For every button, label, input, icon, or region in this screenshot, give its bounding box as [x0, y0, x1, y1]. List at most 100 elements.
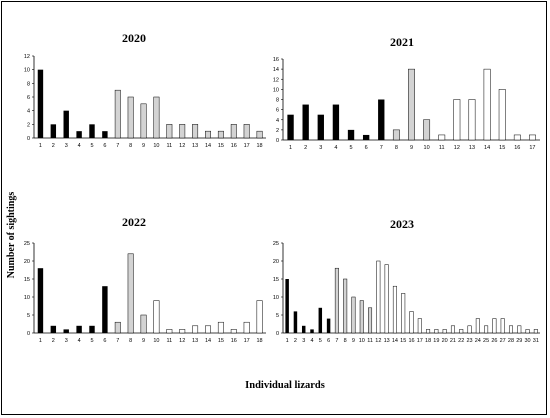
x-tick-label: 16 — [231, 143, 237, 149]
x-tick-label: 9 — [352, 338, 355, 344]
y-tick-label: 2 — [276, 128, 279, 134]
bar-2020-17 — [243, 124, 250, 139]
x-tick-label: 17 — [244, 143, 250, 149]
x-tick-label: 1 — [39, 143, 42, 149]
x-tick-label: 14 — [484, 145, 490, 151]
x-tick-label: 25 — [483, 338, 489, 344]
x-tick-label: 4 — [78, 338, 81, 344]
x-tick-label: 3 — [319, 145, 322, 151]
x-tick-label: 6 — [103, 143, 106, 149]
y-tick-label: 0 — [27, 136, 30, 142]
x-tick-label: 9 — [142, 143, 145, 149]
bar-2020-11 — [166, 124, 173, 139]
x-tick-label: 14 — [392, 338, 398, 344]
x-tick-label: 6 — [327, 338, 330, 344]
bar-2023-21 — [450, 325, 455, 334]
y-tick-label: 6 — [27, 95, 30, 101]
x-tick-label: 13 — [469, 145, 475, 151]
y-tick-label: 8 — [276, 98, 279, 104]
x-tick-label: 3 — [302, 338, 305, 344]
bar-2023-15 — [401, 293, 406, 334]
y-tick-label: 25 — [273, 241, 279, 247]
x-tick-label: 18 — [425, 338, 431, 344]
y-tick-label: 15 — [24, 277, 30, 283]
bar-2022-18 — [256, 300, 263, 334]
bar-2021-9 — [408, 68, 415, 141]
y-tick-label: 4 — [27, 109, 30, 115]
bar-2022-8 — [127, 253, 134, 334]
x-tick-label: 7 — [116, 143, 119, 149]
x-tick-label: 10 — [359, 338, 365, 344]
y-axis-label: Number of sightings — [6, 191, 17, 279]
bar-2021-11 — [438, 134, 446, 141]
bar-2022-13 — [192, 325, 199, 334]
x-tick-label: 1 — [286, 338, 289, 344]
bar-2023-16 — [409, 311, 414, 334]
bar-2023-26 — [492, 318, 497, 334]
bar-2023-28 — [508, 325, 513, 334]
y-tick-label: 5 — [27, 313, 30, 319]
x-tick-label: 6 — [365, 145, 368, 151]
bar-2022-12 — [179, 329, 186, 334]
bar-2023-31 — [533, 329, 538, 334]
bar-2023-17 — [417, 318, 422, 334]
x-tick-label: 2 — [304, 145, 307, 151]
bar-2022-11 — [166, 329, 173, 334]
bar-2020-3 — [63, 110, 69, 138]
x-tick-label: 15 — [400, 338, 406, 344]
bar-2022-3 — [63, 329, 69, 333]
x-tick-label: 15 — [499, 145, 505, 151]
x-tick-label: 13 — [384, 338, 390, 344]
x-tick-label: 12 — [179, 338, 185, 344]
bar-2022-14 — [205, 325, 211, 334]
bar-2022-2 — [50, 325, 57, 333]
bar-2023-8 — [343, 278, 348, 334]
bar-2023-6 — [326, 318, 331, 333]
bar-2023-12 — [376, 260, 381, 334]
bar-2023-11 — [368, 307, 373, 334]
bar-2021-13 — [468, 99, 476, 141]
x-tick-label: 29 — [516, 338, 522, 344]
bar-2021-14 — [483, 68, 491, 141]
x-tick-label: 2 — [294, 338, 297, 344]
y-tick-label: 10 — [273, 295, 279, 301]
bar-2021-3 — [317, 114, 324, 140]
bar-2022-15 — [217, 321, 224, 334]
y-tick-label: 0 — [276, 138, 279, 144]
y-tick-label: 6 — [276, 108, 279, 114]
panel-title-1: 2020 — [122, 31, 146, 45]
bar-2022-9 — [140, 314, 147, 334]
x-tick-label: 24 — [475, 338, 481, 344]
x-tick-label: 4 — [78, 143, 81, 149]
x-tick-label: 4 — [334, 145, 337, 151]
bar-2023-5 — [318, 307, 323, 333]
x-tick-label: 16 — [231, 338, 237, 344]
bar-2021-10 — [423, 119, 431, 141]
x-tick-label: 12 — [179, 143, 185, 149]
x-tick-label: 1 — [289, 145, 292, 151]
x-tick-label: 11 — [166, 338, 172, 344]
x-tick-label: 26 — [491, 338, 497, 344]
x-tick-label: 12 — [375, 338, 381, 344]
bar-2023-30 — [525, 329, 530, 334]
bar-2020-12 — [179, 124, 186, 139]
x-tick-label: 10 — [153, 338, 159, 344]
bar-2020-8 — [127, 96, 134, 139]
panel-title-3: 2022 — [122, 215, 146, 229]
x-tick-label: 11 — [439, 145, 445, 151]
bar-2023-29 — [517, 325, 522, 334]
x-tick-label: 3 — [65, 338, 68, 344]
x-tick-label: 16 — [408, 338, 414, 344]
x-tick-label: 11 — [367, 338, 373, 344]
bar-2021-1 — [287, 114, 294, 140]
x-tick-label: 23 — [466, 338, 472, 344]
bar-2021-17 — [529, 134, 536, 141]
bar-2020-1 — [37, 69, 44, 138]
y-tick-label: 4 — [276, 118, 279, 124]
bar-2022-16 — [230, 329, 237, 334]
y-tick-label: 0 — [27, 331, 30, 337]
bar-2021-16 — [513, 134, 521, 141]
x-tick-label: 17 — [417, 338, 423, 344]
bar-2023-25 — [484, 325, 489, 334]
